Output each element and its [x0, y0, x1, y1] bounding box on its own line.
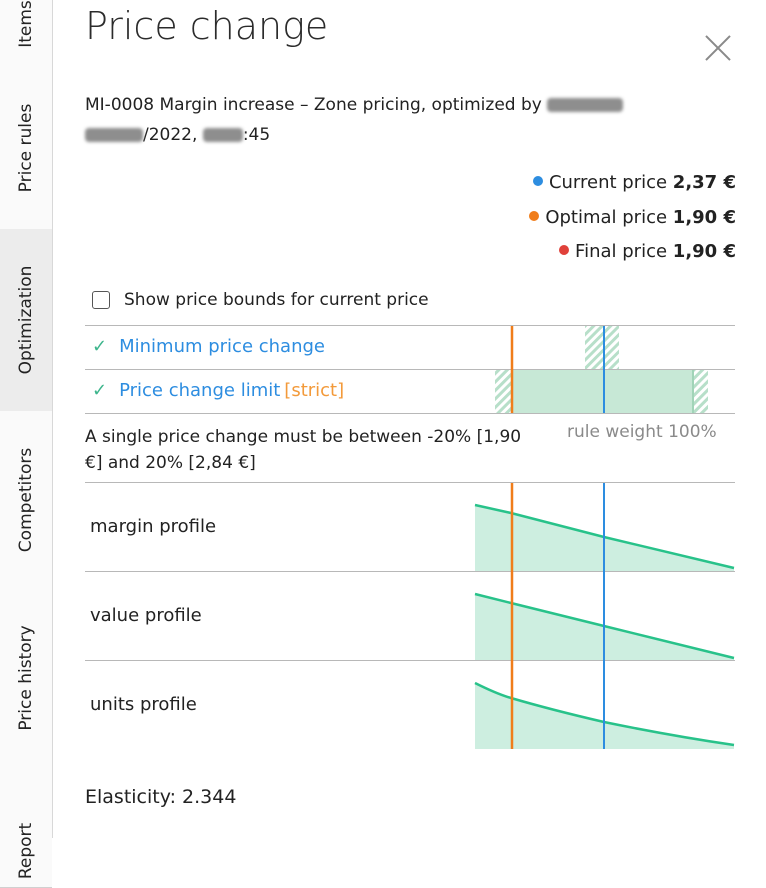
divider: [85, 482, 735, 483]
check-icon: ✓: [92, 336, 108, 357]
sidebar-tab-items[interactable]: Items: [0, 0, 52, 68]
sidebar-tab-price-history[interactable]: Price history: [0, 589, 52, 768]
sidebar-tab-competitors[interactable]: Competitors: [0, 411, 52, 590]
legend-optimal-price: Optimal price 1,90 €: [529, 207, 736, 228]
margin-profile-curve: [474, 503, 735, 570]
divider: [85, 571, 735, 572]
profile-label-value: value profile: [90, 605, 202, 626]
show-bounds-row[interactable]: Show price bounds for current price: [92, 290, 429, 310]
check-icon: ✓: [92, 380, 108, 401]
units-profile-area: [475, 683, 734, 749]
redacted-user: [547, 98, 624, 112]
rule-weight: rule weight 100%: [567, 422, 717, 442]
divider: [85, 369, 735, 370]
elasticity-value: Elasticity: 2.344: [85, 786, 237, 808]
limit-hatch-left: [495, 370, 511, 413]
current-price-dot: [532, 176, 543, 186]
close-icon[interactable]: [704, 34, 732, 62]
min-change-band: [585, 326, 619, 369]
value-profile-curve: [474, 592, 735, 660]
optimal-price-dot: [529, 211, 540, 221]
limit-band: [511, 370, 694, 413]
sidebar-tab-price-rules[interactable]: Price rules: [0, 67, 52, 230]
panel-title: Price change: [85, 4, 329, 48]
margin-profile-area: [475, 505, 734, 571]
rule-minimum-price-change[interactable]: ✓ Minimum price change: [92, 336, 325, 357]
rule-description: A single price change must be between -2…: [85, 427, 522, 473]
value-profile-area: [475, 594, 734, 660]
limit-hatch-right: [694, 370, 708, 413]
sidebar-tab-optimization[interactable]: Optimization: [0, 229, 52, 412]
divider: [85, 325, 735, 326]
price-change-panel: Price change MI-0008 Margin increase – Z…: [52, 0, 766, 838]
final-price-dot: [559, 245, 570, 255]
divider: [85, 660, 735, 661]
legend-current-price: Current price 2,37 €: [532, 172, 736, 193]
optimization-subtitle: MI-0008 Margin increase – Zone pricing, …: [85, 90, 695, 150]
divider: [85, 413, 735, 414]
sidebar-tab-report[interactable]: Report: [0, 767, 52, 888]
profile-label-margin: margin profile: [90, 516, 217, 537]
show-bounds-checkbox[interactable]: [92, 291, 110, 309]
redacted-date: [85, 128, 143, 142]
legend-final-price: Final price 1,90 €: [559, 241, 736, 262]
profile-label-units: units profile: [90, 694, 197, 715]
redacted-time: [202, 128, 243, 142]
side-tab-bar: Items Price rules Optimization Competito…: [0, 0, 53, 888]
units-profile-curve: [474, 681, 735, 747]
rule-price-change-limit[interactable]: ✓ Price change limit [strict]: [92, 380, 345, 401]
